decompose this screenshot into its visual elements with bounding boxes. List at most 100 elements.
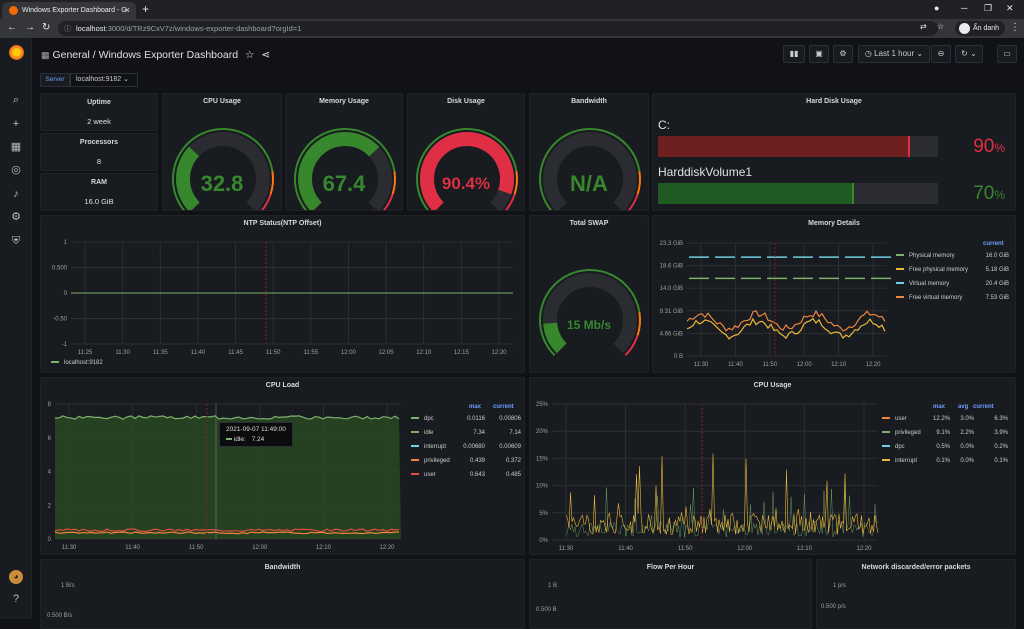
panel-title: RAM: [91, 179, 107, 186]
y-tick-label: 2: [48, 503, 52, 509]
legend-item[interactable]: user: [411, 472, 436, 478]
server-variable-select[interactable]: localhost:9182 ⌄: [70, 73, 138, 87]
legend-header-current[interactable]: current: [973, 404, 994, 410]
forward-icon[interactable]: →: [25, 22, 35, 33]
x-tick-label: 12:20: [491, 350, 507, 356]
server-admin-shield-icon[interactable]: ⛨: [11, 235, 21, 247]
stat-value: 16.0 GiB: [84, 197, 114, 206]
share-icon[interactable]: ⋖: [261, 49, 271, 61]
media-icon[interactable]: ●: [934, 3, 940, 13]
bookmark-star-icon[interactable]: ☆: [937, 22, 945, 31]
close-tab-icon[interactable]: ×: [124, 5, 130, 15]
reload-icon[interactable]: ↻: [42, 22, 51, 33]
back-icon[interactable]: ←: [7, 22, 17, 33]
tab-title: Windows Exporter Dashboard - G: [22, 7, 127, 14]
breadcrumb-folder[interactable]: General: [52, 49, 90, 61]
user-avatar[interactable]: ◕: [9, 570, 23, 584]
disk-gauge: [416, 128, 518, 210]
legend-label: interrupt: [895, 458, 918, 464]
browser-menu-icon[interactable]: ⋮: [1010, 22, 1020, 33]
restore-icon[interactable]: ❐: [984, 3, 993, 13]
legend-item[interactable]: Free virtual memory: [896, 295, 962, 301]
legend-header-max[interactable]: max: [933, 404, 946, 410]
dashboard-title[interactable]: Windows Exporter Dashboard: [98, 49, 239, 61]
x-tick-label: 12:00: [252, 545, 268, 551]
legend-label: user: [895, 416, 907, 422]
incognito-badge[interactable]: Ẩn danh: [955, 21, 1006, 36]
series-line: [686, 309, 886, 332]
legend-header-current[interactable]: current: [493, 404, 514, 410]
close-window-icon[interactable]: ✕: [1006, 3, 1014, 13]
disk-bar-fill: [658, 136, 910, 157]
panel-title: Total SWAP: [569, 220, 609, 227]
save-icon[interactable]: ▣: [809, 45, 829, 63]
bandwidth-gauge-panel: Bandwidth N/A: [529, 93, 649, 211]
ram-panel: RAM 16.0 GiB: [40, 173, 158, 211]
legend-item[interactable]: user: [882, 416, 907, 422]
legend-item[interactable]: interrupt: [882, 458, 917, 464]
explore-icon[interactable]: ◎: [11, 164, 21, 176]
search-icon[interactable]: ⌕: [12, 94, 20, 106]
legend-item[interactable]: dpc: [411, 416, 434, 422]
tv-mode-icon[interactable]: ▭: [997, 45, 1017, 63]
y-tick-label: 18.6 GiB: [660, 264, 683, 270]
y-tick-label: 0 B: [674, 354, 683, 360]
y-tick: 1 p/s: [833, 583, 847, 589]
cpu-usage-panel: CPU Usage 32.8: [162, 93, 282, 211]
x-tick-label: 11:50: [266, 350, 281, 356]
translate-icon[interactable]: ⇄: [920, 22, 927, 31]
x-tick-label: 11:30: [694, 362, 709, 368]
alerting-bell-icon[interactable]: ♪: [13, 188, 19, 200]
x-tick-label: 11:30: [115, 350, 130, 356]
legend-header-avg[interactable]: avg: [958, 404, 969, 410]
y-tick-label: 0: [64, 291, 68, 297]
configuration-gear-icon[interactable]: ⚙: [11, 211, 21, 223]
legend-avg: 2.2%: [960, 430, 974, 436]
time-range-picker[interactable]: ◷ Last 1 hour ⌄: [858, 45, 930, 63]
legend-item[interactable]: privileged: [411, 458, 450, 464]
tooltip-time: 2021-09-07 11:49:00: [226, 426, 286, 433]
grafana-favicon-icon: [9, 6, 18, 15]
refresh-icon[interactable]: ↻ ⌄: [955, 45, 983, 63]
ntp-chart: 1 0.500 0 -0.50 -1 11:25 11:30 11:35 11:40 11:45 1…: [52, 240, 513, 356]
zoom-out-icon[interactable]: ⊖: [931, 45, 951, 63]
minimize-icon[interactable]: ─: [961, 3, 968, 13]
legend-item[interactable]: localhost:9182: [51, 360, 103, 366]
gauge-threshold-green: [172, 128, 274, 210]
legend-max: 9.1%: [936, 430, 950, 436]
gauge-fill: [420, 132, 514, 210]
legend-label: dpc: [424, 416, 434, 422]
settings-gear-icon[interactable]: ⚙: [833, 45, 853, 63]
legend-swatch: [882, 445, 890, 448]
legend-swatch: [411, 431, 419, 434]
y-tick: 0.500 B/s: [47, 613, 73, 619]
legend-item[interactable]: dpc: [882, 444, 905, 450]
dashboards-icon[interactable]: ▦: [10, 141, 22, 153]
x-tick-label: 12:00: [737, 546, 753, 552]
legend-item[interactable]: Free physical memory: [896, 267, 968, 273]
legend-label: user: [424, 472, 436, 478]
legend-item[interactable]: idle: [411, 430, 433, 436]
legend-header-max[interactable]: max: [469, 404, 482, 410]
y-tick-label: 0%: [539, 538, 548, 544]
grafana-sidebar: [0, 38, 32, 619]
legend-item[interactable]: interrupt: [411, 444, 446, 450]
browser-tab[interactable]: Windows Exporter Dashboard - G ×: [2, 2, 136, 19]
legend-item[interactable]: Physical memory: [896, 253, 955, 259]
legend-header-current[interactable]: current: [983, 241, 1004, 247]
add-panel-icon[interactable]: ▮▮: [783, 45, 805, 63]
new-tab-button[interactable]: +: [142, 2, 150, 16]
url-field[interactable]: ⓘ localhost:3000/d/TRz9CxV7z/windows-exp…: [58, 21, 938, 36]
star-icon[interactable]: ☆: [244, 49, 255, 61]
help-icon[interactable]: ?: [12, 593, 20, 605]
grafana-logo-icon[interactable]: [9, 45, 24, 60]
legend-item[interactable]: Virtual memory: [896, 281, 949, 287]
x-tick-label: 12:15: [454, 350, 470, 356]
y-tick-label: 6: [48, 436, 52, 442]
y-tick: 1 B: [548, 583, 558, 589]
x-tick-label: 12:20: [865, 362, 881, 368]
x-tick-label: 12:10: [831, 362, 847, 368]
create-icon[interactable]: +: [12, 118, 20, 130]
legend-max: 0.5%: [936, 444, 950, 450]
legend-item[interactable]: privileged: [882, 430, 921, 436]
